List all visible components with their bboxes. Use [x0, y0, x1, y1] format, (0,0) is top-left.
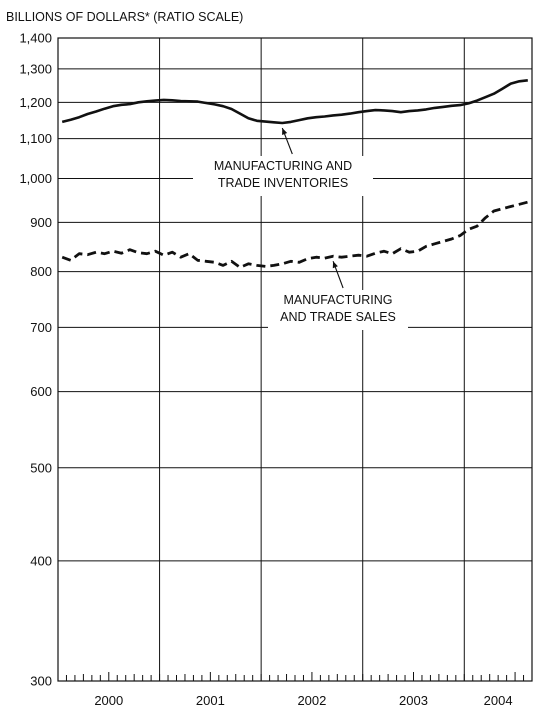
annotation-label: MANUFACTURING AND: [214, 159, 352, 173]
y-tick-label: 1,000: [19, 171, 52, 186]
chart-title: BILLIONS OF DOLLARS* (RATIO SCALE): [6, 10, 243, 24]
annotation-background: [268, 290, 408, 330]
y-tick-label: 1,200: [19, 95, 52, 110]
x-minor-ticks: [57, 672, 533, 681]
annotation-label: AND TRADE SALES: [280, 310, 396, 324]
year-separators: [159, 38, 465, 681]
y-tick-label: 1,300: [19, 61, 52, 76]
x-tick-label: 2001: [196, 693, 225, 708]
x-tick-label: 2003: [399, 693, 428, 708]
y-tick-label: 900: [30, 215, 52, 230]
y-tick-label: 500: [30, 460, 52, 475]
series-line-2: [61, 200, 529, 269]
gridlines: [58, 68, 532, 562]
annotation-arrowhead: [282, 128, 288, 136]
x-tick-label: 2004: [484, 693, 513, 708]
annotation-arrowhead: [332, 261, 338, 269]
x-tick-label: 2002: [297, 693, 326, 708]
y-tick-label: 400: [30, 553, 52, 568]
y-tick-label: 1,400: [19, 31, 52, 46]
x-tick-labels: 2000 2001 2002 2003 2004: [94, 693, 512, 708]
annotation-background: [193, 156, 373, 196]
y-tick-labels: 300 400 500 600 700 800 900 1,000 1,100 1,200 1,30…: [19, 31, 52, 689]
y-tick-label: 800: [30, 264, 52, 279]
series-lines: [61, 79, 529, 269]
y-tick-label: 300: [30, 674, 52, 689]
x-tick-label: 2000: [94, 693, 123, 708]
series-line-1: [61, 79, 528, 125]
annotation-label: MANUFACTURING: [283, 293, 392, 307]
annotations: MANUFACTURING AND TRADE INVENTORIES MANUFA…: [193, 127, 408, 330]
y-tick-label: 1,100: [19, 131, 52, 146]
y-tick-label: 700: [30, 320, 52, 335]
plot-frame: [57, 37, 533, 682]
annotation-label: TRADE INVENTORIES: [218, 176, 348, 190]
y-tick-label: 600: [30, 384, 52, 399]
